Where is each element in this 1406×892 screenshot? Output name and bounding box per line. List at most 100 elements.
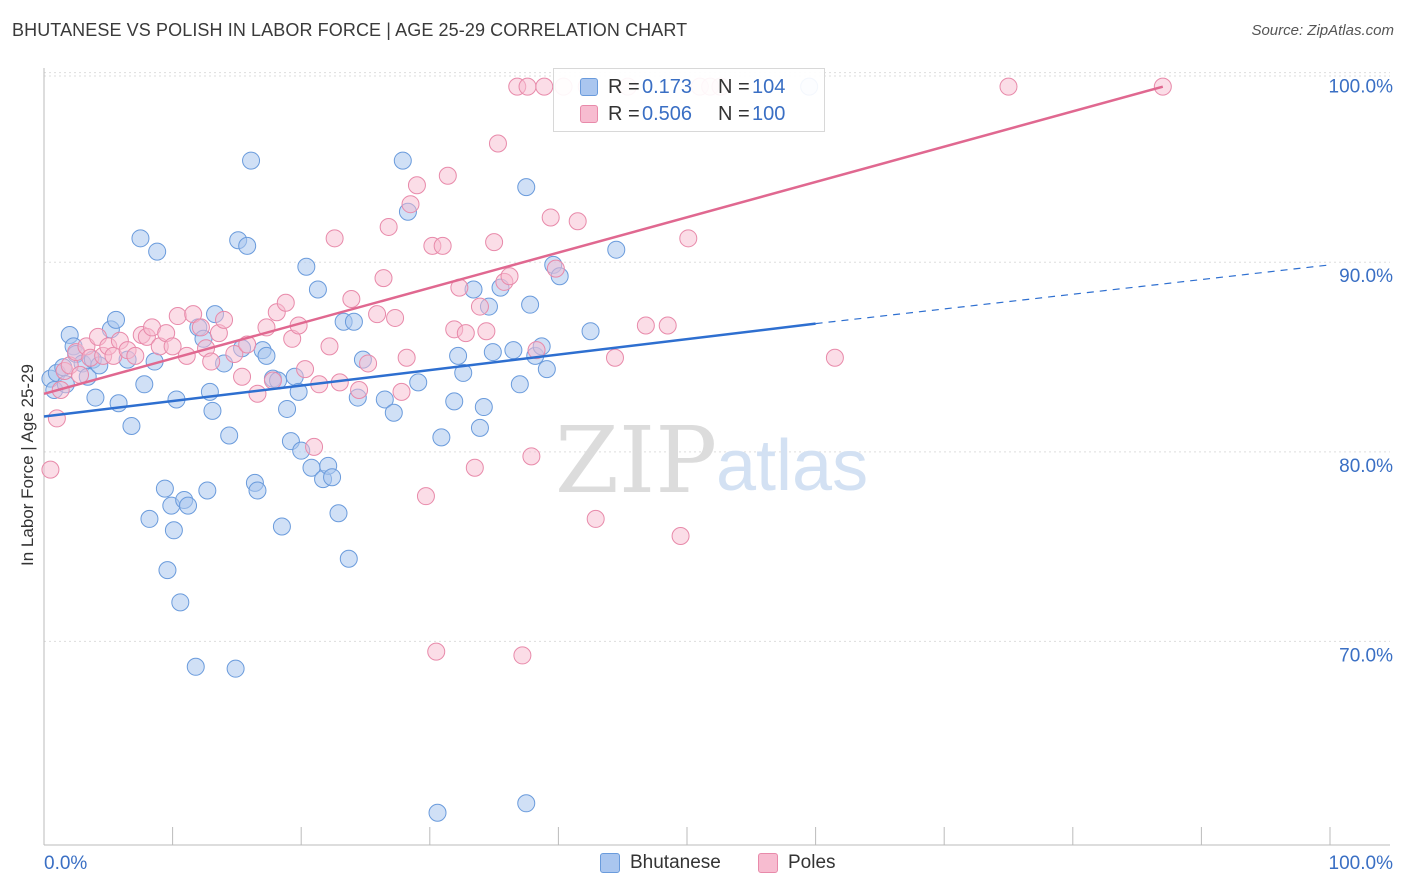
- bhutanese-point: [449, 346, 468, 365]
- legend-n-value: 100: [752, 102, 786, 125]
- poles-trend-line: [43, 85, 1164, 395]
- bhutanese-point: [140, 509, 159, 528]
- poles-point: [527, 341, 546, 360]
- bhutanese-trend-line: [43, 322, 816, 418]
- y-axis-label: In Labor Force | Age 25-29: [18, 364, 37, 566]
- bhutanese-point: [278, 399, 297, 418]
- bhutanese-point: [339, 549, 358, 568]
- poles-point: [305, 437, 324, 456]
- bhutanese-point: [483, 343, 502, 362]
- poles-point: [679, 229, 698, 248]
- poles-point: [407, 176, 426, 195]
- poles-point: [546, 259, 565, 278]
- poles-point: [416, 487, 435, 506]
- bhutanese-point: [454, 363, 473, 382]
- poles-point: [568, 212, 587, 231]
- poles-point: [397, 348, 416, 367]
- bhutanese-point: [238, 236, 257, 255]
- bhutanese-point: [186, 657, 205, 676]
- bhutanese-point: [131, 229, 150, 248]
- poles-point: [465, 458, 484, 477]
- bhutanese-point: [297, 257, 316, 276]
- poles-point: [513, 646, 532, 665]
- poles-point: [605, 348, 624, 367]
- bhutanese-point: [171, 593, 190, 612]
- poles-point: [535, 77, 554, 96]
- bhutanese-point: [107, 310, 126, 329]
- bhutanese-point: [393, 151, 412, 170]
- stats-legend: R = 0.173 N = 104 R = 0.506 N = 100: [553, 68, 825, 132]
- poles-point: [518, 77, 537, 96]
- poles-point: [671, 526, 690, 545]
- poles-point: [485, 233, 504, 252]
- legend-item-poles[interactable]: Poles: [758, 852, 836, 874]
- x-tick-label: 100.0%: [1329, 853, 1394, 874]
- poles-point: [401, 195, 420, 214]
- bhutanese-point: [86, 388, 105, 407]
- bhutanese-point: [179, 496, 198, 515]
- bhutanese-point: [242, 151, 261, 170]
- bhutanese-point: [257, 346, 276, 365]
- gridlines: [44, 72, 1390, 642]
- bhutanese-point: [510, 375, 529, 394]
- poles-point: [184, 305, 203, 324]
- poles-point: [379, 217, 398, 236]
- poles-point: [359, 354, 378, 373]
- poles-point: [636, 316, 655, 335]
- bhutanese-point: [164, 521, 183, 540]
- bhutanese-point: [308, 280, 327, 299]
- legend-item-bhutanese[interactable]: Bhutanese: [600, 852, 721, 874]
- poles-point: [163, 337, 182, 356]
- y-tick-label: 90.0%: [1339, 266, 1393, 287]
- legend-label-bhutanese: Bhutanese: [630, 852, 721, 873]
- poles-point: [168, 307, 187, 326]
- bhutanese-point: [220, 426, 239, 445]
- poles-point: [191, 318, 210, 337]
- poles-point: [541, 208, 560, 227]
- bhutanese-trend-extension: [815, 264, 1331, 325]
- bhutanese-point: [226, 659, 245, 678]
- poles-point: [392, 382, 411, 401]
- poles-point: [433, 236, 452, 255]
- bhutanese-point: [375, 390, 394, 409]
- poles-point: [500, 267, 519, 286]
- bhutanese-point: [470, 418, 489, 437]
- poles-point: [488, 134, 507, 153]
- bhutanese-point: [248, 481, 267, 500]
- poles-point: [999, 77, 1018, 96]
- bhutanese-point: [537, 360, 556, 379]
- bhutanese-point: [344, 312, 363, 331]
- poles-point: [276, 293, 295, 312]
- watermark: ZIP atlas: [555, 407, 868, 514]
- x-tick-label: 0.0%: [44, 853, 87, 874]
- bhutanese-point: [432, 428, 451, 447]
- poles-point: [368, 305, 387, 324]
- poles-point: [41, 460, 60, 479]
- poles-point: [215, 310, 234, 329]
- legend-row-poles: R = 0.506 N = 100: [580, 102, 785, 126]
- bhutanese-point: [272, 517, 291, 536]
- bhutanese-point: [521, 295, 540, 314]
- bhutanese-point: [581, 322, 600, 341]
- source-label: Source: ZipAtlas.com: [1251, 22, 1394, 39]
- bhutanese-point: [384, 403, 403, 422]
- poles-point: [374, 269, 393, 288]
- bhutanese-point: [607, 240, 626, 259]
- bhutanese-point: [155, 479, 174, 498]
- legend-swatch-poles: [758, 853, 778, 873]
- poles-points: [41, 77, 1172, 665]
- legend-swatch-bhutanese: [600, 853, 620, 873]
- bhutanese-point: [323, 468, 342, 487]
- bhutanese-point: [135, 375, 154, 394]
- trend-lines: [43, 85, 1331, 418]
- legend-n-value: 104: [752, 75, 786, 98]
- poles-point: [456, 324, 475, 343]
- y-tick-label: 70.0%: [1339, 645, 1393, 666]
- bhutanese-point: [474, 398, 493, 417]
- bhutanese-point: [517, 794, 536, 813]
- poles-point: [233, 367, 252, 386]
- poles-point: [825, 348, 844, 367]
- poles-point: [350, 380, 369, 399]
- legend-label-poles: Poles: [788, 852, 836, 873]
